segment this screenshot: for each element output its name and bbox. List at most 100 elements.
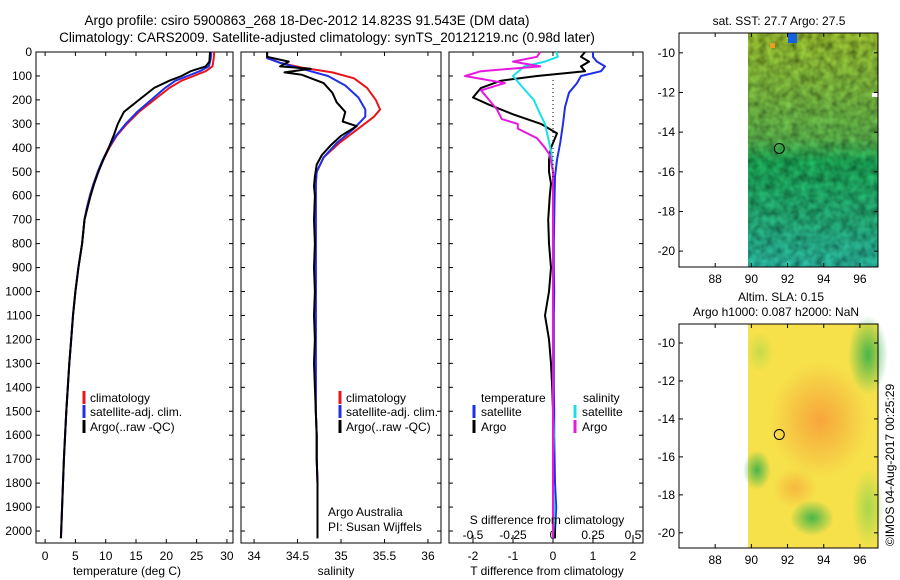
series-climatology-line <box>266 52 382 539</box>
s-difference-tick-label: -0.5 <box>463 528 484 542</box>
salinity-legend: climatology satellite-adj. clim. Argo(..… <box>338 391 438 434</box>
map-y-tick-label: -20 <box>658 526 676 540</box>
difference-panel: -2 -1 0 1 2-0.5 -0.25 0 0.25 0.5 T difference fr… <box>448 51 644 578</box>
map-y-tick-label: -18 <box>658 488 676 502</box>
depth-tick-label: 800 <box>12 237 32 251</box>
map-x-tick-label: 88 <box>709 553 723 567</box>
map-x-tick-label: 94 <box>817 553 831 567</box>
map-y-tick-label: -12 <box>658 374 676 388</box>
series-satellite-adj-clim-line <box>59 51 213 539</box>
salinity-plot-frame <box>240 51 442 544</box>
map-y-tick-label: -10 <box>658 336 676 350</box>
map-y-tick-label: -16 <box>658 450 676 464</box>
depth-tick-label: 1500 <box>5 404 32 418</box>
depth-tick-label: 400 <box>12 141 32 155</box>
depth-tick-label: 1300 <box>5 356 32 370</box>
argo-program-label: Argo Australia <box>328 505 403 519</box>
sst-heatmap <box>748 33 878 267</box>
imos-watermark: ©IMOS 04-Aug-2017 00:25:29 <box>883 384 897 547</box>
map-y-tick-label: -14 <box>658 125 676 139</box>
sst-map-axes: 88 90 92 94 96 -10 -12 -14 -16 -18 -20 <box>658 33 878 286</box>
depth-tick-label: 0 <box>25 45 32 59</box>
principal-investigator-label: PI: Susan Wijffels <box>328 520 422 534</box>
x-tick-label: 34.5 <box>286 549 310 563</box>
depth-tick-label: 1700 <box>5 452 32 466</box>
depth-tick-label: 1100 <box>6 308 32 322</box>
sla-low-region <box>743 450 771 490</box>
difference-legend: temperature salinity satellite Argo sate… <box>472 391 623 434</box>
series-temperature-argo-line <box>472 51 590 539</box>
temperature-plot-frame <box>35 51 234 544</box>
depth-tick-label: 2000 <box>5 524 32 538</box>
sla-map-axes: 88 90 92 94 96 -10 -12 -14 -16 -18 -20 <box>658 324 878 567</box>
sla-map-subtitle: Argo h1000: 0.087 h2000: NaN <box>693 305 859 319</box>
difference-plot-frame <box>448 51 644 544</box>
legend-temperature-title: temperature <box>481 391 546 405</box>
sst-missing-patch <box>872 93 878 97</box>
temperature-legend: climatology satellite-adj. clim. Argo(..… <box>82 391 182 434</box>
salinity-x-label: salinity <box>318 564 355 578</box>
x-tick-label: -1 <box>508 549 519 563</box>
x-tick-label: 25 <box>190 549 204 563</box>
s-difference-tick-label: 0.25 <box>581 528 605 542</box>
argo-float-position-marker <box>773 142 785 154</box>
map-x-tick-label: 92 <box>781 553 795 567</box>
legend-argo-label: Argo(..raw -QC) <box>346 420 431 434</box>
x-tick-label: 0 <box>550 549 557 563</box>
x-tick-label: 1 <box>590 549 597 563</box>
depth-tick-label: 1400 <box>5 380 32 394</box>
s-difference-tick-label: -0.25 <box>499 528 527 542</box>
sst-map-frame <box>678 32 879 268</box>
sla-map-title: Altim. SLA: 0.15 <box>738 290 824 304</box>
legend-s-satellite-label: satellite <box>582 405 623 419</box>
x-tick-label: 20 <box>160 549 174 563</box>
temperature-panel: 0100200300400500600700800900100011001200… <box>5 45 234 578</box>
salinity-panel: 34 34.5 35 35.5 36 salinity climatology sate… <box>240 51 442 578</box>
legend-satellite-label: satellite-adj. clim. <box>346 405 438 419</box>
sst-map-panel: sat. SST: 27.7 Argo: 27.5 88 90 92 94 96 -10 -… <box>658 14 879 286</box>
legend-t-argo-label: Argo <box>481 420 507 434</box>
series-argo-raw-qc-line <box>266 52 358 539</box>
sla-mid-region <box>852 468 884 548</box>
s-difference-tick-label: 0.5 <box>625 528 642 542</box>
x-tick-label: 30 <box>220 549 234 563</box>
map-x-tick-label: 90 <box>745 272 759 286</box>
legend-t-satellite-label: satellite <box>481 405 522 419</box>
temperature-series <box>59 51 216 539</box>
figure-subtitle: Climatology: CARS2009. Satellite-adjuste… <box>59 30 595 45</box>
sla-map-panel: Altim. SLA: 0.15 Argo h1000: 0.087 h2000… <box>658 290 888 567</box>
depth-tick-label: 1000 <box>5 285 32 299</box>
depth-tick-label: 1600 <box>5 428 32 442</box>
x-tick-label: 0 <box>42 549 49 563</box>
depth-tick-label: 1800 <box>5 476 32 490</box>
depth-tick-label: 100 <box>12 69 32 83</box>
sst-field <box>748 33 878 267</box>
difference-series <box>464 51 606 539</box>
series-salinity-argo-line <box>464 51 554 539</box>
legend-satellite-label: satellite-adj. clim. <box>90 405 182 419</box>
depth-axis: 0 100 200 300 400 500 600 700 800 900 1000 1100 1200… <box>5 45 233 538</box>
difference-depth-ticks <box>449 51 643 532</box>
x-tick-label: 36 <box>421 549 435 563</box>
legend-salinity-title: salinity <box>583 391 620 405</box>
depth-tick-label: 200 <box>12 93 32 107</box>
depth-tick-label: 900 <box>12 261 32 275</box>
map-x-tick-label: 96 <box>853 272 867 286</box>
sst-map-title: sat. SST: 27.7 Argo: 27.5 <box>713 14 846 28</box>
legend-s-argo-label: Argo <box>582 420 608 434</box>
legend-climatology-label: climatology <box>346 391 406 405</box>
x-tick-label: 5 <box>72 549 79 563</box>
map-y-tick-label: -12 <box>658 85 676 99</box>
sla-low-region <box>790 500 834 536</box>
x-tick-label: 15 <box>129 549 143 563</box>
t-difference-label: T difference from climatology <box>470 564 624 578</box>
depth-tick-label: 600 <box>12 189 32 203</box>
map-x-tick-label: 94 <box>817 272 831 286</box>
map-y-tick-label: -16 <box>658 165 676 179</box>
s-difference-label: S difference from climatology <box>470 513 625 527</box>
map-x-tick-label: 88 <box>709 272 723 286</box>
series-salinity-satellite-line <box>512 51 559 539</box>
sla-low-region <box>848 315 888 395</box>
figure-title: Argo profile: csiro 5900863_268 18-Dec-2… <box>84 13 529 28</box>
